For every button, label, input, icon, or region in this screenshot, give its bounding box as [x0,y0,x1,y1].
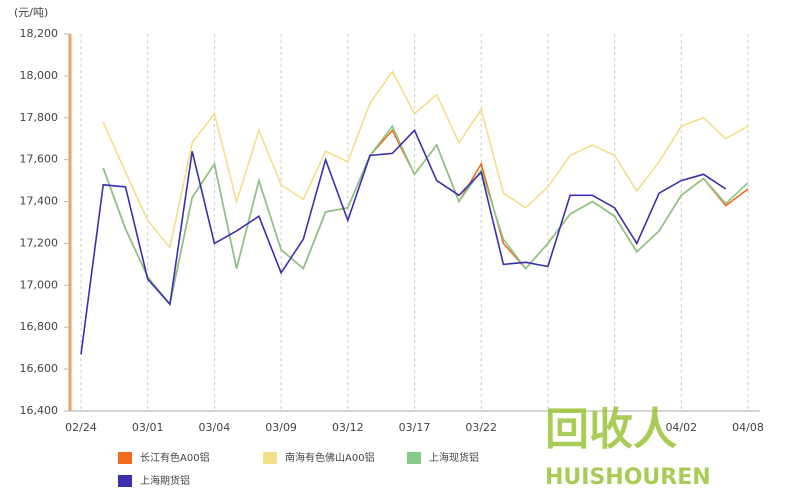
x-tick-label: 04/08 [732,421,764,434]
series-line [102,70,749,250]
watermark-logo: 回收人 [545,404,677,455]
x-tick-label: 02/24 [65,421,97,434]
x-tick-label: 03/17 [399,421,431,434]
legend-label: 上海期货铝 [140,474,190,487]
watermark-text: HUISHOUREN [545,465,711,490]
y-tick-label: 17,600 [20,153,59,166]
y-tick-label: 16,600 [20,362,59,375]
x-tick-label: 03/04 [199,421,231,434]
y-tick-label: 17,000 [20,278,59,291]
series-line [102,124,749,307]
y-tick-label: 18,200 [20,27,59,40]
legend-label: 长江有色A00铝 [140,451,210,464]
y-tick-label: 16,800 [20,320,59,333]
y-tick-label: 16,400 [20,404,59,417]
x-tick-label: 03/09 [265,421,297,434]
x-tick-label: 03/01 [132,421,164,434]
legend-swatch [118,452,132,464]
x-tick-label: 03/12 [332,421,364,434]
y-tick-label: 17,200 [20,236,59,249]
y-tick-label: 17,800 [20,111,59,124]
series-line [80,128,727,355]
legend-label: 南海有色佛山A00铝 [285,451,375,464]
y-unit: (元/吨) [14,6,48,19]
y-tick-label: 18,000 [20,69,59,82]
x-tick-label: 03/22 [465,421,497,434]
legend-swatch [407,452,421,464]
y-tick-label: 17,400 [20,195,59,208]
legend-swatch [263,452,277,464]
legend-swatch [118,475,132,487]
x-tick-label: 04/02 [665,421,697,434]
legend-label: 上海现货铝 [429,451,479,464]
